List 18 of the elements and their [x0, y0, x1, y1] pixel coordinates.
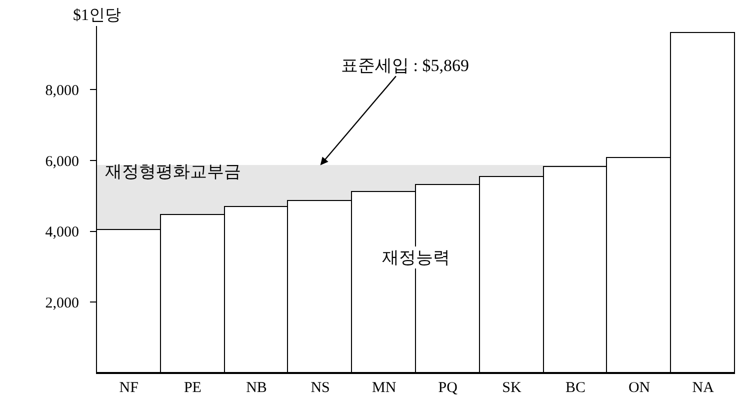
- x-tick-label: PE: [184, 380, 202, 396]
- x-tick-label: MN: [372, 380, 396, 396]
- x-tick-label: SK: [502, 380, 522, 396]
- y-tick-label: 6,000: [45, 154, 79, 170]
- y-axis-title: $1인당: [73, 7, 121, 24]
- annotation: 표준세입 : $5,869: [341, 56, 469, 75]
- x-tick-label: NA: [692, 380, 714, 396]
- y-tick-label: 4,000: [45, 224, 79, 241]
- x-tick-label: NS: [310, 380, 330, 396]
- x-tick-label: ON: [628, 380, 650, 396]
- y-tick-label: 2,000: [45, 295, 79, 312]
- series-label: 재정형평화교부금: [105, 162, 241, 181]
- y-tick-label: 8,000: [45, 82, 79, 99]
- x-tick-label: PQ: [438, 380, 458, 396]
- x-tick-label: NB: [246, 380, 267, 396]
- x-tick-label: BC: [565, 380, 586, 396]
- series-label: 재정능력: [382, 248, 450, 267]
- x-tick-label: NF: [119, 380, 138, 396]
